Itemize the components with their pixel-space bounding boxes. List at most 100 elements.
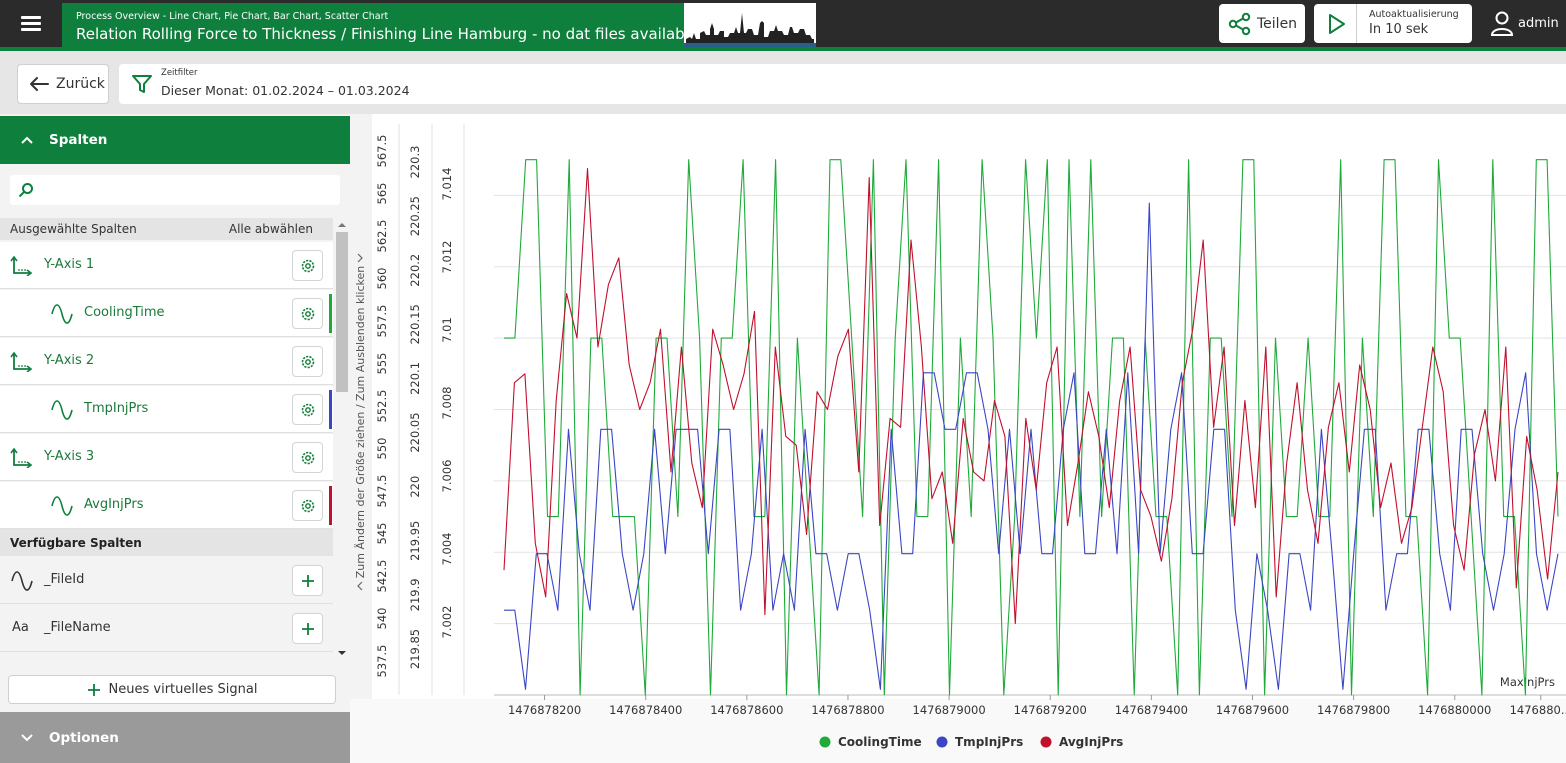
selected-axis-row[interactable]: Y-Axis 1 — [0, 242, 333, 289]
settings-button[interactable] — [292, 346, 323, 377]
resize-handle[interactable] — [350, 114, 372, 763]
legend-label[interactable]: AvgInjPrs — [1059, 735, 1123, 749]
share-button[interactable]: Teilen — [1219, 4, 1305, 43]
add-column-button[interactable] — [292, 565, 323, 596]
back-button[interactable]: Zurück — [17, 64, 109, 104]
gear-icon — [301, 499, 314, 512]
deselect-all-link[interactable]: Alle abwählen — [228, 222, 313, 236]
y-tick-label: 552.5 — [375, 390, 389, 423]
arrow-left-icon — [357, 581, 363, 591]
available-column-row[interactable]: _FileId — [0, 557, 333, 604]
city-skyline-logo — [684, 3, 816, 47]
column-label: _FileId — [44, 572, 85, 587]
dashboard-title: Relation Rolling Force to Thickness / Fi… — [76, 25, 699, 43]
settings-button[interactable] — [292, 298, 323, 329]
scroll-down-icon — [338, 651, 346, 655]
chart-footer — [350, 699, 1566, 763]
y-tick-label: 7.004 — [440, 533, 454, 566]
axis-label: Y-Axis 2 — [44, 353, 95, 368]
selected-signal-row[interactable]: AvgInjPrs — [0, 482, 333, 529]
column-search-input[interactable] — [40, 179, 330, 201]
legend-label[interactable]: TmpInjPrs — [955, 735, 1023, 749]
auto-refresh-label: Autoaktualisierung — [1369, 9, 1459, 20]
selected-signal-row[interactable]: CoolingTime — [0, 290, 333, 337]
auto-refresh-button[interactable]: Autoaktualisierung In 10 sek — [1314, 4, 1472, 43]
axis-label: Y-Axis 3 — [44, 449, 95, 464]
add-column-button[interactable] — [292, 613, 323, 644]
signal-icon — [51, 400, 73, 420]
y-tick-label: 550 — [375, 438, 389, 460]
signal-icon — [51, 304, 73, 324]
user-icon — [1490, 11, 1514, 36]
y-tick-label: 545 — [375, 523, 389, 545]
gear-icon — [301, 307, 314, 320]
chart-background — [372, 114, 1566, 699]
y-tick-label: 7.002 — [440, 606, 454, 639]
time-filter[interactable]: Zeitfilter Dieser Monat: 01.02.2024 – 01… — [119, 64, 1566, 104]
y-tick-label: 540 — [375, 608, 389, 630]
series-color-indicator — [329, 390, 332, 429]
y-tick-label: 555 — [375, 353, 389, 375]
settings-button[interactable] — [292, 250, 323, 281]
settings-button[interactable] — [292, 442, 323, 473]
options-section-title: Optionen — [49, 729, 119, 746]
auto-refresh-value: In 10 sek — [1369, 22, 1429, 37]
dashboard-subtitle: Process Overview - Line Chart, Pie Chart… — [76, 11, 389, 22]
share-label: Teilen — [1257, 15, 1298, 32]
search-icon — [18, 183, 33, 198]
y-tick-label: 220.3 — [408, 146, 422, 179]
axis-label: Y-Axis 1 — [44, 257, 95, 272]
filter-bar: Zurück Zeitfilter Dieser Monat: 01.02.20… — [0, 55, 1566, 114]
menu-button[interactable] — [0, 0, 62, 47]
back-label: Zurück — [56, 76, 105, 92]
columns-section-header[interactable]: Spalten — [0, 116, 350, 164]
scrollbar-thumb[interactable] — [336, 232, 348, 392]
top-bar: Process Overview - Line Chart, Pie Chart… — [0, 0, 1566, 51]
plus-icon — [87, 683, 100, 696]
y-tick-label: 567.5 — [375, 135, 389, 168]
dashboard-title-block: Process Overview - Line Chart, Pie Chart… — [62, 3, 698, 47]
y-tick-label: 7.01 — [440, 317, 454, 343]
selected-axis-row[interactable]: Y-Axis 2 — [0, 338, 333, 385]
settings-button[interactable] — [292, 394, 323, 425]
available-columns-title: Verfügbare Spalten — [10, 536, 142, 550]
series-line-tmpinjprs — [504, 202, 1559, 690]
plus-icon — [301, 574, 314, 587]
play-icon — [1329, 14, 1345, 34]
columns-sidebar: Spalten Ausgewählte Spalten Alle abwähle… — [0, 114, 350, 763]
time-filter-label: Zeitfilter — [161, 68, 198, 78]
settings-button[interactable] — [292, 490, 323, 521]
new-virtual-signal-button[interactable]: Neues virtuelles Signal — [8, 675, 336, 704]
selected-signal-row[interactable]: TmpInjPrs — [0, 386, 333, 433]
y-tick-label: 537.5 — [375, 645, 389, 678]
plus-icon — [301, 622, 314, 635]
columns-section-title: Spalten — [49, 132, 108, 148]
available-column-row[interactable]: Aa _FileName — [0, 605, 333, 652]
share-icon — [1228, 12, 1251, 35]
options-section-header[interactable]: Optionen — [0, 712, 350, 763]
x-tick-label: 1476878800 — [811, 703, 884, 717]
gear-icon — [301, 355, 314, 368]
axis-icon — [10, 352, 32, 372]
signal-icon — [51, 496, 73, 516]
legend-marker — [819, 736, 831, 748]
y-tick-label: 220.15 — [408, 304, 422, 344]
selected-columns-title: Ausgewählte Spalten — [10, 222, 137, 236]
selected-axis-row[interactable]: Y-Axis 3 — [0, 434, 333, 481]
series-color-indicator — [329, 486, 332, 525]
legend-label[interactable]: CoolingTime — [838, 735, 922, 749]
y-tick-label: 7.006 — [440, 460, 454, 493]
y-tick-label: 7.014 — [440, 168, 454, 201]
sidebar-scrollbar[interactable] — [335, 218, 349, 658]
axis-icon — [10, 256, 32, 276]
x-tick-label: 1476879400 — [1115, 703, 1188, 717]
y-tick-label: 542.5 — [375, 560, 389, 593]
time-filter-value: Dieser Monat: 01.02.2024 – 01.03.2024 — [161, 83, 410, 98]
user-menu[interactable]: admin — [1490, 10, 1559, 36]
text-icon: Aa — [12, 620, 29, 635]
filter-icon — [132, 75, 152, 93]
x-tick-label: 1476878200 — [508, 703, 581, 717]
y-tick-label: 547.5 — [375, 475, 389, 508]
legend-marker — [1040, 736, 1052, 748]
